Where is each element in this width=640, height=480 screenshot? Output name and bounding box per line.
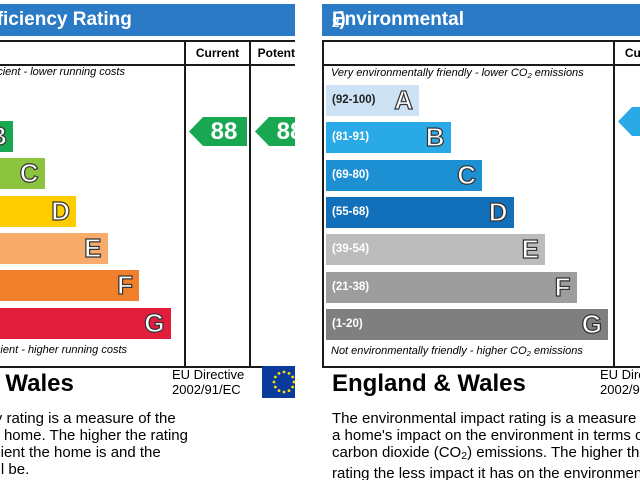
energy-band-c: C [0,158,45,190]
energy-current-value: 88 [210,118,238,145]
eu-star-icon [292,380,295,384]
energy-directive-line2: 2002/91/EC [172,382,241,397]
environment-band-g: (1-20) G [326,308,608,340]
energy-bottom-note: Not energy efficient - higher running co… [0,344,127,356]
environment-band-letter: F [554,271,571,302]
eu-flag-icon [262,366,295,398]
environment-band-range: (1-20) [332,317,363,330]
header-rule-env [322,64,640,66]
footer-rule [0,366,295,368]
energy-current-arrow-shape [189,117,247,146]
eu-star-icon [287,371,291,375]
environment-header: Environmental Impact (CO2) Rating [322,4,640,62]
environment-band-letter: E [521,234,540,265]
energy-current-arrow: 88 [189,117,247,146]
environment-description: The environmental impact rating is a mea… [332,410,640,480]
energy-band-d: D [0,195,76,227]
environment-current-arrow-shape [618,107,640,136]
environment-description-line: The environmental impact rating is a mea… [332,410,640,427]
environment-band-letter: A [394,84,414,115]
environment-band-d: (55-68) D [326,196,514,228]
environment-description-line: a home's impact on the environment in te… [332,427,640,444]
energy-title: Energy Efficiency Rating [0,9,132,30]
environment-band-c: (69-80) C [326,159,482,191]
energy-directive-line1: EU Directive [172,367,245,382]
energy-band-letter: E [84,232,103,263]
eu-star-icon [291,385,295,389]
energy-efficiency-panel: Energy Efficiency Rating Current Potenti… [0,0,295,480]
eu-star-icon [291,375,295,379]
energy-header: Energy Efficiency Rating [0,4,295,36]
environment-band-f: (21-38) F [326,271,577,303]
environment-title: Environmental Impact (CO2) Rating [332,9,464,62]
environment-band-letter: D [488,196,508,227]
energy-band-e: E [0,232,108,264]
energy-description-line: overall efficiency of a home. The higher… [0,427,188,444]
energy-potential-value: 88 [276,118,295,145]
energy-potential-arrow-shape [255,117,295,146]
eu-star-icon [282,390,286,394]
environment-description-line: carbon dioxide (CO2) emissions. The high… [332,444,640,462]
energy-band-letter: D [51,195,71,226]
divider-current-env [613,40,615,368]
energy-band-g: G [0,307,171,339]
environment-band-range: (39-54) [332,243,370,256]
environment-top-note: Very environmentally friendly - lower CO… [331,67,584,80]
eu-star-icon [273,375,277,379]
environment-directive-line2: 2002/91/EC [600,382,640,397]
energy-band-letter: G [144,307,165,338]
environment-band-e: (39-54) E [326,234,545,266]
column-current-header: Current [195,46,240,60]
energy-country: England & Wales [0,370,74,397]
environment-band-letter: G [581,308,602,339]
environment-band-letter: C [457,159,477,190]
eu-star-icon [273,385,277,389]
eu-star-icon [277,371,281,375]
eu-star-icon [272,380,276,384]
column-current-header-env: Current [624,46,640,60]
energy-band-f: F [0,270,139,302]
environmental-impact-panel: Environmental Impact (CO2) Rating Curren… [322,0,640,480]
eu-star-icon [277,389,281,393]
energy-description-line: the more energy efficient the home is an… [0,444,161,461]
environment-directive-line1: EU Directive [600,367,640,382]
eu-star-icon [287,389,291,393]
energy-description: The energy efficiency rating is a measur… [0,410,188,478]
energy-band-letter: B [0,120,8,152]
environment-description-line: rating the less impact it has on the env… [332,465,640,480]
energy-description-line: The energy efficiency rating is a measur… [0,410,176,427]
header-rule [0,64,295,66]
environment-band-range: (69-80) [332,168,370,181]
environment-band-a: (92-100) A [326,84,419,116]
environment-band-range: (92-100) [332,94,376,106]
energy-band-b: B [0,120,13,152]
energy-top-note: Very energy efficient - lower running co… [0,66,125,78]
energy-directive: EU Directive 2002/91/EC [172,367,244,397]
environment-directive: EU Directive 2002/91/EC [600,367,640,397]
column-potential-header: Potential [257,46,295,60]
environment-band-range: (55-68) [332,205,370,218]
energy-band-letter: C [19,158,39,189]
eu-star-icon [282,370,286,374]
divider-current [184,40,186,368]
environment-band-range: (81-91) [332,131,370,144]
environment-band-letter: B [425,122,445,153]
footer-rule-env [322,366,640,368]
divider-potential [249,40,251,368]
environment-current-arrow: 90 [618,107,640,136]
energy-band-letter: F [117,270,134,301]
environment-band-range: (21-38) [332,280,370,293]
energy-description-line: lower the fuel bills will be. [0,461,30,478]
environment-country: England & Wales [332,370,526,397]
energy-potential-arrow: 88 [255,117,295,146]
environment-band-b: (81-91) B [326,122,451,154]
environment-bottom-note: Not environmentally friendly - higher CO… [331,345,583,358]
